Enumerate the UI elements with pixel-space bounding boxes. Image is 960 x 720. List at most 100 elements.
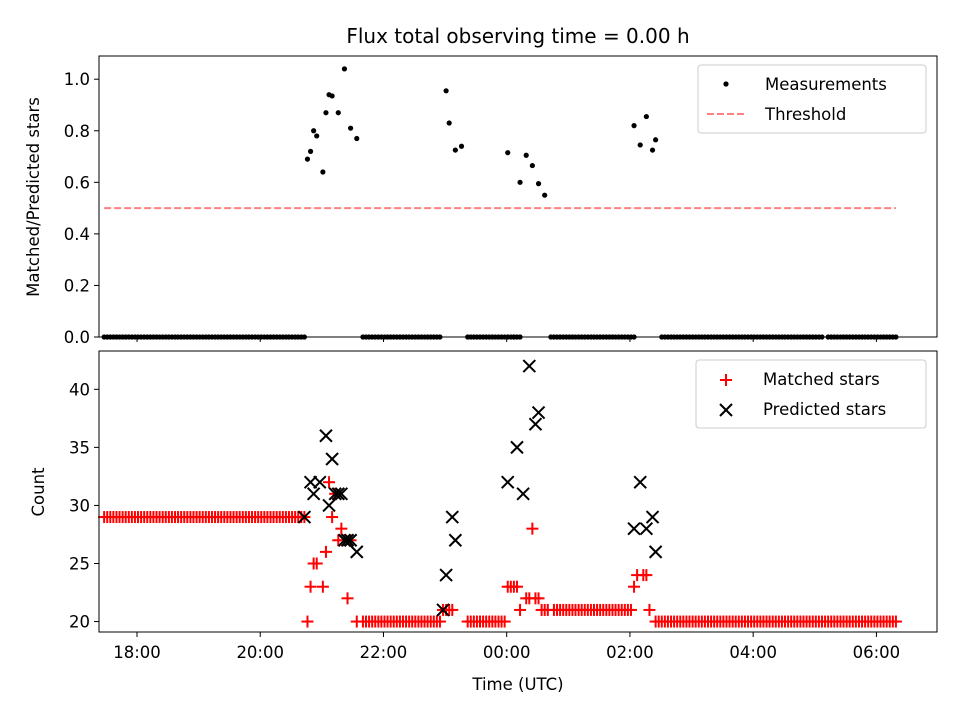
- predicted-star-point: [334, 487, 349, 501]
- matched-star-point: [326, 511, 339, 524]
- chart-title: Flux total observing time = 0.00 h: [346, 24, 689, 48]
- predicted-star-point: [516, 487, 530, 501]
- top-legend: Measurements Threshold: [697, 64, 927, 134]
- measurement-point: [304, 156, 311, 162]
- legend-threshold-label: Threshold: [764, 105, 846, 124]
- measurement-point: [323, 110, 329, 116]
- measurement-point: [517, 179, 523, 185]
- matched-star-point: [446, 603, 459, 616]
- bottom-y-tick-label: 30: [69, 496, 90, 515]
- bottom-y-tick-label: 40: [69, 380, 90, 399]
- legend-predicted-marker: [719, 403, 733, 417]
- measurement-point: [354, 135, 360, 142]
- predicted-star-point: [325, 452, 339, 466]
- x-tick-label: 20:00: [236, 643, 284, 662]
- measurement-point: [320, 169, 326, 175]
- measurement-point: [314, 133, 320, 139]
- predicted-star-point: [306, 487, 321, 501]
- predicted-star-point: [522, 359, 537, 373]
- predicted-star-point: [633, 475, 647, 489]
- measurement-point: [631, 123, 637, 129]
- top-y-tick-label: 1.0: [64, 70, 90, 89]
- measurement-point: [452, 147, 458, 153]
- predicted-star-point: [337, 533, 352, 547]
- measurement-point: [523, 152, 529, 158]
- top-y-axis-title: Matched/Predicted stars: [24, 97, 43, 297]
- predicted-star-point: [627, 521, 641, 536]
- predicted-star-point: [531, 405, 546, 420]
- measurement-point: [335, 110, 341, 116]
- x-tick-label: 22:00: [360, 643, 408, 662]
- predicted-star-point: [528, 417, 543, 431]
- predicted-star-point: [328, 487, 342, 501]
- measurement-point: [529, 162, 535, 169]
- bottom-y-tick-label: 20: [69, 613, 90, 632]
- matched-star-point: [350, 615, 363, 628]
- measurement-point: [329, 93, 335, 99]
- matched-star-point: [319, 545, 332, 558]
- predicted-star-point: [439, 568, 453, 582]
- matched-star-point: [316, 580, 329, 593]
- predicted-star-point: [501, 475, 515, 489]
- top-y-axis: 0.0 0.2 0.4 0.6 0.8 1.0: [64, 70, 99, 347]
- bottom-legend: Matched stars Predicted stars: [695, 359, 927, 429]
- x-axis-title: Time (UTC): [471, 675, 563, 694]
- bottom-y-axis-title: Count: [29, 467, 48, 517]
- top-panel: 0.0 0.2 0.4 0.6 0.8 1.0 Matched/Predicted sta…: [24, 55, 938, 347]
- top-y-tick-label: 0.6: [64, 173, 90, 192]
- top-y-tick-label: 0.4: [64, 225, 90, 244]
- matched-star-point: [335, 522, 348, 535]
- measurement-point: [341, 66, 348, 72]
- measurement-point: [643, 113, 649, 120]
- matched-star-point: [526, 522, 539, 535]
- predicted-star-point: [645, 510, 660, 524]
- measurement-point: [443, 88, 449, 94]
- bottom-y-tick-label: 35: [69, 438, 90, 457]
- x-tick-label: 02:00: [606, 643, 654, 662]
- bottom-legend-box: [695, 359, 927, 429]
- predicted-star-point: [313, 475, 327, 489]
- matched-star-point: [624, 603, 637, 616]
- top-y-tick-label: 0.8: [64, 122, 90, 141]
- legend-measurements-marker: [723, 81, 729, 87]
- matched-star-point: [628, 580, 641, 593]
- x-tick-label: 18:00: [113, 643, 161, 662]
- matched-star-point: [510, 580, 523, 593]
- legend-predicted-label: Predicted stars: [763, 400, 886, 419]
- bottom-x-axis: 18:00 20:00 22:00 00:00 02:00 04:00 06:00: [113, 632, 900, 662]
- matched-star-point: [498, 615, 511, 628]
- bottom-y-axis: 20 25 30 35 40: [69, 380, 99, 632]
- bottom-y-tick-label: 25: [69, 554, 90, 573]
- measurement-point: [649, 147, 656, 153]
- top-y-tick-label: 0.0: [64, 328, 90, 347]
- matched-star-point: [323, 476, 336, 489]
- measurement-point: [458, 143, 465, 149]
- matched-star-point: [304, 580, 317, 593]
- predicted-star-point: [343, 533, 358, 547]
- predicted-star-point: [322, 498, 336, 513]
- measurement-point: [535, 181, 542, 187]
- matched-star-point: [541, 603, 554, 616]
- top-axes-frame: [98, 55, 938, 338]
- measurement-point: [311, 128, 317, 134]
- predicted-star-point: [445, 510, 459, 524]
- matched-star-point: [310, 557, 323, 570]
- predicted-star-point: [648, 545, 663, 559]
- matched-star-point: [889, 615, 902, 628]
- measurement-point: [446, 120, 452, 126]
- legend-matched-marker: [720, 374, 732, 386]
- top-x-ticks: [136, 337, 877, 342]
- x-tick-label: 06:00: [853, 643, 901, 662]
- predicted-star-point: [331, 487, 345, 501]
- measurement-point: [348, 125, 354, 131]
- x-tick-label: 00:00: [483, 643, 531, 662]
- x-tick-label: 04:00: [729, 643, 777, 662]
- top-legend-box: [697, 64, 927, 134]
- matched-star-point: [341, 592, 354, 605]
- matched-star-point: [532, 592, 545, 605]
- legend-measurements-label: Measurements: [765, 75, 887, 94]
- predicted-star-point: [510, 440, 524, 455]
- predicted-star-point: [639, 521, 654, 536]
- measurement-point: [505, 150, 511, 156]
